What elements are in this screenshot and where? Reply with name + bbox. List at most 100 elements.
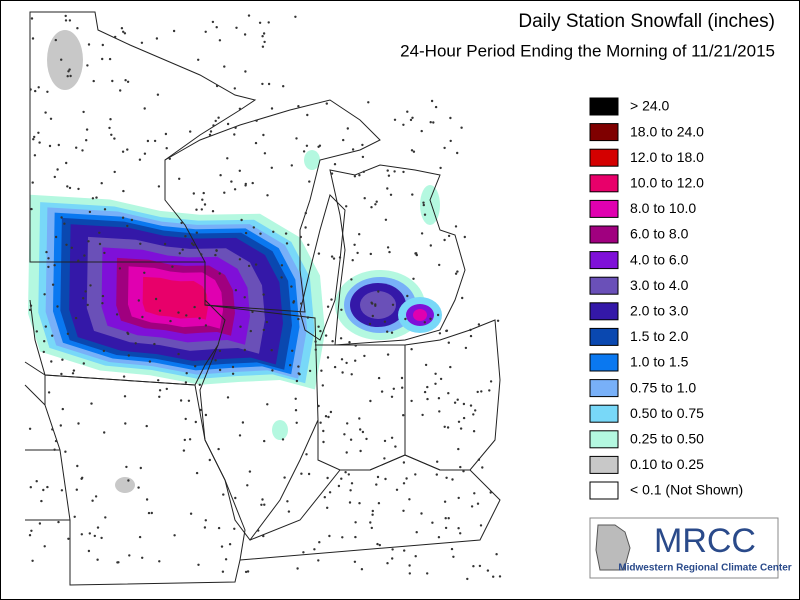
station-dot (158, 309, 162, 312)
logo-text: MRCC (654, 522, 756, 560)
station-dot (194, 420, 197, 424)
station-dot (251, 310, 254, 314)
station-dot (61, 358, 64, 361)
station-dot (280, 276, 283, 279)
station-dot (146, 139, 150, 143)
station-dot (28, 427, 32, 430)
station-dot (492, 575, 495, 578)
station-dot (138, 535, 142, 539)
station-dot (35, 480, 38, 483)
station-dot (318, 541, 321, 544)
station-dot (252, 226, 255, 229)
station-dot (57, 520, 60, 524)
legend-label: 3.0 to 4.0 (630, 277, 689, 293)
station-dot (214, 359, 217, 362)
legend-label: 1.0 to 1.5 (630, 354, 689, 370)
station-dot (203, 203, 207, 206)
station-dot (331, 340, 334, 343)
station-dot (449, 365, 452, 369)
station-dot (89, 284, 92, 287)
legend-label: 18.0 to 24.0 (630, 123, 704, 139)
station-dot (121, 150, 125, 153)
station-dot (370, 301, 373, 304)
station-dot (302, 150, 306, 153)
station-dot (324, 415, 328, 418)
station-dot (410, 149, 414, 152)
station-dot (81, 149, 84, 152)
station-dot (437, 397, 441, 400)
station-dot (473, 492, 476, 495)
station-dot (51, 283, 55, 286)
station-dot (165, 147, 168, 150)
station-dot (460, 126, 463, 129)
snow-area (272, 420, 288, 440)
station-dot (263, 503, 266, 506)
station-dot (346, 422, 349, 425)
station-dot (434, 372, 437, 375)
station-dot (46, 90, 49, 94)
station-dot (204, 30, 207, 33)
snow-area (304, 150, 320, 170)
station-dot (67, 70, 70, 73)
station-dot (29, 88, 32, 91)
station-dot (406, 110, 409, 113)
station-dot (408, 572, 411, 575)
station-dot (185, 372, 188, 375)
station-dot (234, 126, 237, 129)
station-dot (157, 379, 160, 382)
station-dot (365, 437, 368, 441)
station-dot (411, 193, 414, 196)
station-dot (177, 352, 180, 356)
station-dot (90, 402, 93, 405)
station-dot (87, 240, 90, 243)
station-dot (156, 93, 160, 96)
station-dot (37, 131, 40, 134)
station-dot (184, 381, 188, 384)
station-dot (49, 117, 53, 121)
legend-swatch (589, 225, 619, 244)
station-dot (447, 234, 451, 238)
station-dot (360, 568, 364, 571)
station-dot (86, 303, 89, 307)
station-dot (95, 196, 98, 199)
station-dot (391, 557, 394, 560)
station-dot (190, 242, 194, 245)
station-dot (233, 133, 236, 136)
station-dot (361, 143, 364, 147)
station-dot (101, 43, 105, 47)
station-dot (363, 354, 366, 358)
station-dot (403, 549, 406, 552)
station-dot (474, 409, 477, 412)
station-dot (238, 169, 241, 172)
station-dot (137, 486, 140, 489)
station-dot (204, 413, 208, 417)
station-dot (28, 534, 32, 537)
station-dot (486, 569, 490, 572)
station-dot (356, 251, 359, 255)
station-dots (28, 14, 502, 581)
station-dot (292, 300, 296, 303)
station-dot (393, 118, 397, 122)
station-dot (209, 130, 213, 133)
station-dot (231, 372, 235, 375)
station-dot (124, 79, 127, 82)
station-dot (299, 235, 302, 239)
station-dot (243, 348, 246, 352)
station-dot (488, 389, 491, 392)
station-dot (297, 105, 300, 108)
station-dot (47, 257, 50, 260)
station-dot (60, 489, 64, 492)
station-dot (432, 121, 435, 124)
station-dot (305, 453, 308, 456)
station-dot (263, 152, 267, 155)
station-dot (143, 271, 146, 274)
station-dot (163, 242, 167, 246)
station-dot (204, 324, 208, 327)
station-dot (449, 116, 452, 120)
legend-swatch (589, 97, 619, 116)
station-dot (98, 242, 102, 246)
station-dot (200, 253, 203, 256)
station-dot (351, 148, 355, 151)
station-dot (200, 208, 203, 211)
station-dot (195, 471, 199, 475)
